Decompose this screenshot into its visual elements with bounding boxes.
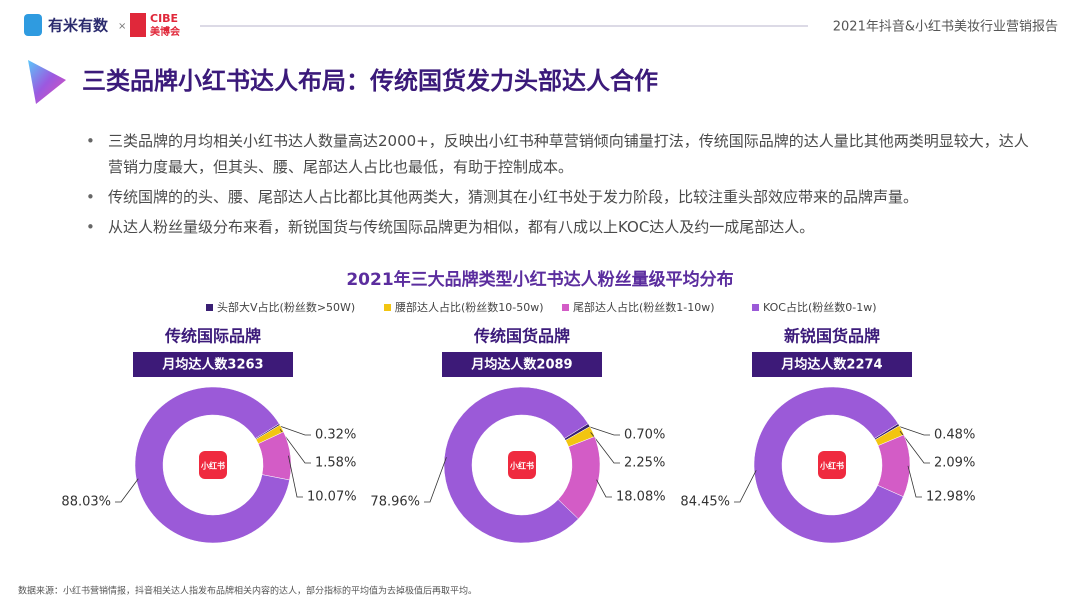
leader-line <box>424 457 447 503</box>
subtitle-box <box>133 352 293 377</box>
legend-swatch <box>384 304 391 311</box>
value-label: 84.45% <box>680 495 730 510</box>
center-label: 小红书 <box>819 461 844 471</box>
leader-line <box>596 479 612 498</box>
partner-bottom: 美博会 <box>150 25 180 38</box>
leader-line <box>587 425 620 436</box>
center-label: 小红书 <box>509 461 534 471</box>
leader-line <box>288 455 303 498</box>
leader-line <box>115 478 139 503</box>
pie-subtitle: 月均达人数3263 <box>161 357 263 373</box>
pie-subtitle: 月均达人数2274 <box>780 357 882 373</box>
donut-slice <box>134 386 290 544</box>
value-label: 12.98% <box>926 490 976 505</box>
center-label: 小红书 <box>200 461 225 471</box>
pie-title: 新锐国货品牌 <box>784 327 880 346</box>
legend-label: KOC占比(粉丝数0-1w) <box>763 300 877 314</box>
source: 数据来源：小红书营销情报，抖音相关达人指发布品牌相关内容的达人，部分指标的平均值… <box>18 585 477 597</box>
bullet: 三类品牌的月均相关小红书达人数量高达2000+，反映出小红书种草营销倾向铺量打法… <box>86 128 1038 180</box>
report-title: 2021年抖音&小红书美妆行业营销报告 <box>833 19 1058 35</box>
pie-subtitle: 月均达人数2089 <box>470 357 572 373</box>
leader-line <box>590 432 620 464</box>
leader-line <box>899 430 930 464</box>
subtitle-box <box>752 352 912 377</box>
center-badge <box>818 451 846 479</box>
pie-title: 传统国际品牌 <box>164 327 261 346</box>
center-badge <box>199 451 227 479</box>
leader-line <box>279 429 311 464</box>
cross: × <box>118 21 126 32</box>
value-label: 10.07% <box>307 490 357 505</box>
leader-line <box>277 424 311 436</box>
legend-swatch <box>752 304 759 311</box>
value-label: 2.25% <box>624 456 665 471</box>
value-label: 18.08% <box>616 490 666 505</box>
leader-line <box>734 470 757 503</box>
bullet: 传统国牌的的头、腰、尾部达人占比都比其他两类大，猜测其在小红书处于发力阶段，比较… <box>86 184 1038 210</box>
value-label: 1.58% <box>315 456 356 471</box>
value-label: 0.48% <box>934 428 975 443</box>
brand-icon <box>24 14 42 36</box>
leader-line <box>896 425 930 436</box>
value-label: 2.09% <box>934 456 975 471</box>
donut-slice <box>443 386 589 544</box>
pie-title: 传统国货品牌 <box>473 327 570 346</box>
partner-icon <box>130 13 146 37</box>
value-label: 88.03% <box>61 495 111 510</box>
center-badge <box>508 451 536 479</box>
legend-swatch <box>562 304 569 311</box>
legend-label: 尾部达人占比(粉丝数1-10w) <box>573 300 715 314</box>
bullet: 从达人粉丝量级分布来看，新锐国货与传统国际品牌更为相似，都有八成以上KOC达人及… <box>86 214 1038 240</box>
value-label: 0.70% <box>624 428 665 443</box>
value-label: 78.96% <box>370 495 420 510</box>
chart-title: 2021年三大品牌类型小红书达人粉丝量级平均分布 <box>346 269 733 290</box>
slide-title: 三类品牌小红书达人布局：传统国货发力头部达人合作 <box>82 67 658 95</box>
brand: 有米有数 <box>48 17 109 35</box>
legend-label: 腰部达人占比(粉丝数10-50w) <box>395 300 544 314</box>
legend-label: 头部大V占比(粉丝数>50W) <box>217 300 355 314</box>
leader-line <box>907 465 922 498</box>
bullets: 三类品牌的月均相关小红书达人数量高达2000+，反映出小红书种草营销倾向铺量打法… <box>86 128 1038 244</box>
legend-swatch <box>206 304 213 311</box>
value-label: 0.32% <box>315 428 356 443</box>
subtitle-box <box>442 352 602 377</box>
partner-top: CIBE <box>150 12 178 25</box>
donut-slice <box>753 386 904 544</box>
title-icon <box>28 60 66 104</box>
